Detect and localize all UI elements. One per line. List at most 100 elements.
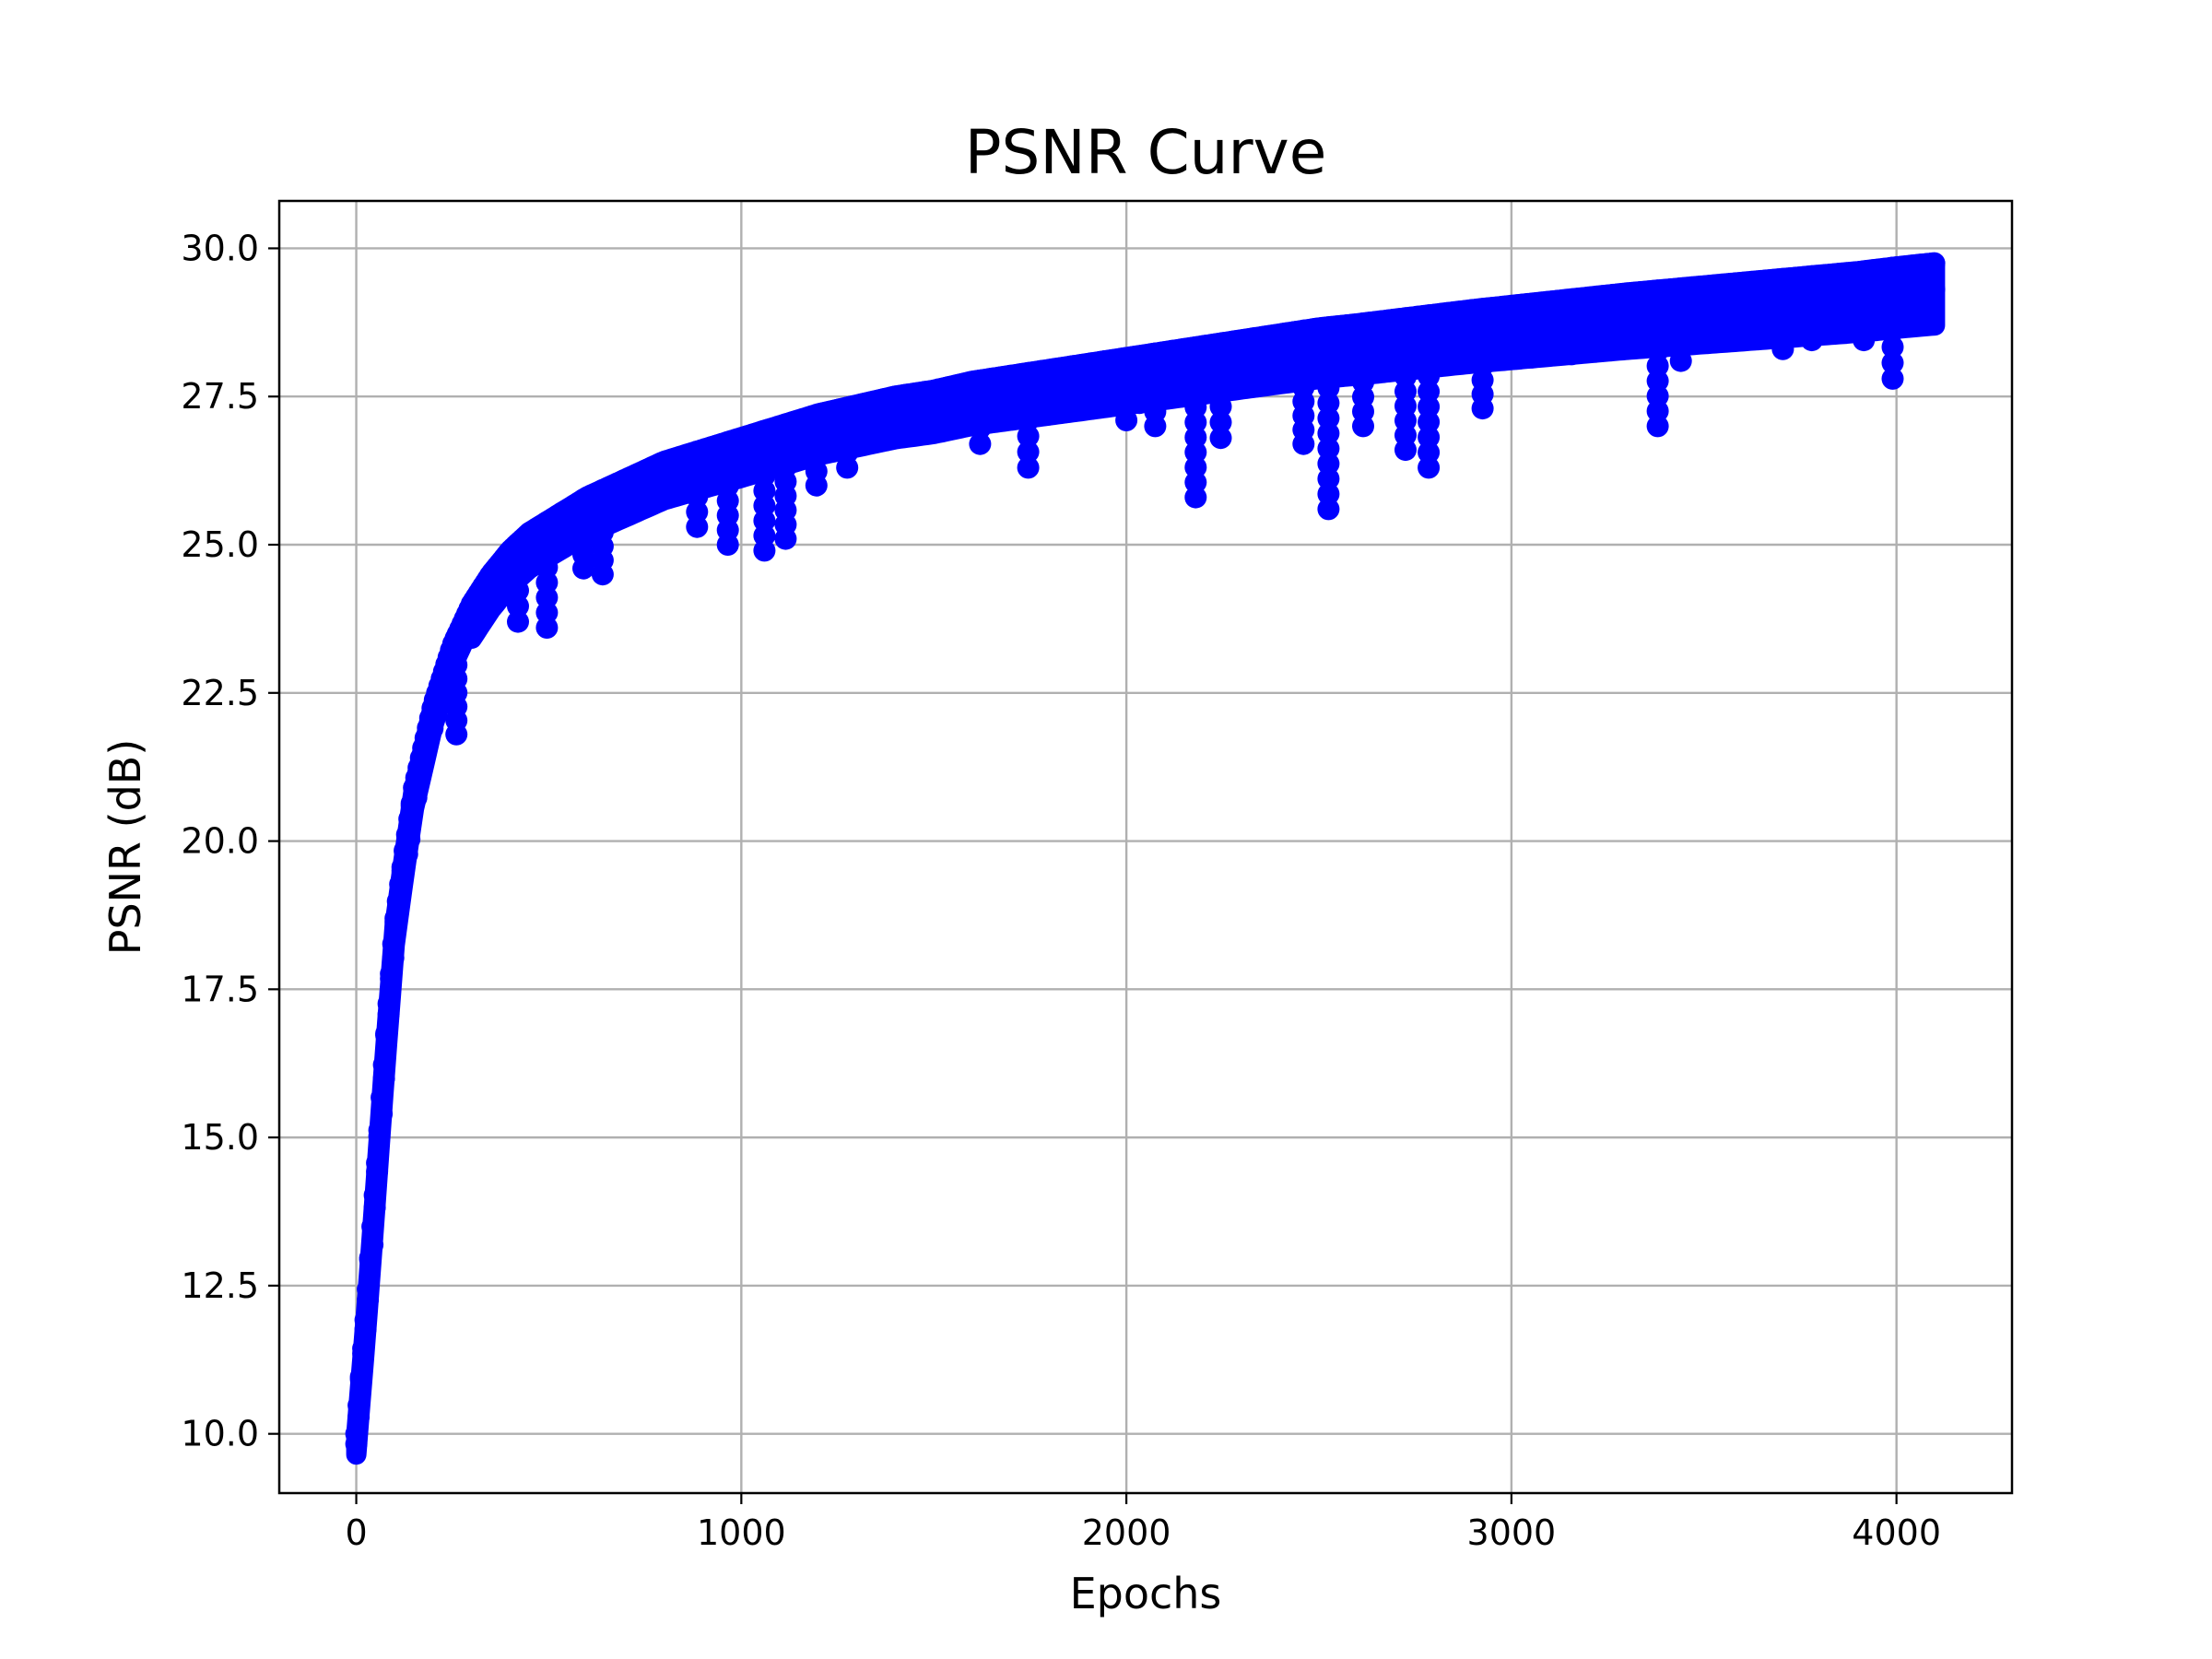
- dip-point: [535, 556, 559, 579]
- dip-point: [1317, 453, 1340, 476]
- dip-point: [1646, 309, 1669, 332]
- x-axis-ticks: 0 1000 2000 3000 4000: [345, 1493, 1941, 1553]
- y-tick-label: 12.5: [181, 1265, 259, 1306]
- dip-point: [1209, 395, 1232, 418]
- dip-point: [1115, 362, 1138, 385]
- dip-point: [1144, 415, 1167, 438]
- data-point: [414, 740, 437, 763]
- dip-point: [1800, 329, 1823, 352]
- dip-point: [1394, 439, 1417, 462]
- dip-point: [1646, 370, 1669, 393]
- y-tick-label: 15.0: [181, 1117, 259, 1158]
- dip-point: [1771, 337, 1794, 360]
- dip-point: [591, 563, 614, 586]
- dip-point: [1471, 397, 1494, 420]
- dip-point: [1881, 304, 1904, 327]
- data-point: [421, 717, 444, 740]
- dip-point: [969, 417, 992, 440]
- dip-point: [753, 539, 776, 562]
- data-point: [375, 1024, 398, 1047]
- data-point: [1560, 343, 1583, 366]
- data-point: [405, 786, 428, 809]
- dip-point: [686, 486, 709, 508]
- dip-point: [1017, 441, 1040, 464]
- dip-point: [507, 532, 529, 555]
- dip-point: [1115, 394, 1138, 417]
- dip-point: [507, 610, 529, 633]
- data-point: [380, 967, 403, 990]
- dip-point: [507, 563, 529, 586]
- data-point: [389, 883, 412, 906]
- dip-point: [507, 594, 529, 618]
- dip-point: [1017, 361, 1040, 384]
- dip-point: [1017, 377, 1040, 400]
- dip-point: [1017, 409, 1040, 432]
- chart-title: PSNR Curve: [965, 117, 1327, 188]
- data-point: [357, 1288, 380, 1312]
- data-point: [484, 592, 506, 615]
- dip-point: [1881, 272, 1904, 295]
- psnr-series-band: [346, 253, 1946, 1465]
- dip-point: [1317, 376, 1340, 399]
- y-tick-label: 22.5: [181, 673, 259, 713]
- psnr-series-line: [352, 259, 1936, 1435]
- dip-point: [1352, 415, 1374, 438]
- dip-point: [686, 441, 709, 463]
- dip-point: [1115, 409, 1138, 431]
- dip-point: [969, 385, 992, 408]
- dip-point: [535, 617, 559, 639]
- dip-point: [836, 456, 859, 479]
- y-tick-label: 30.0: [181, 228, 259, 268]
- dip-point: [1317, 422, 1340, 445]
- dip-point: [1317, 406, 1340, 429]
- dip-point: [1209, 427, 1232, 450]
- y-tick-label: 17.5: [181, 969, 259, 1009]
- dip-point: [1881, 367, 1904, 390]
- dip-point: [1646, 339, 1669, 362]
- dip-point: [1209, 380, 1232, 402]
- data-point: [354, 1318, 377, 1341]
- data-point: [1539, 306, 1562, 329]
- dip-point: [1669, 349, 1692, 372]
- dip-point: [507, 579, 529, 602]
- dip-point: [572, 557, 594, 580]
- data-point: [345, 1432, 368, 1455]
- dip-point: [1881, 320, 1904, 343]
- y-tick-label: 10.0: [181, 1414, 259, 1454]
- dip-point: [1881, 335, 1904, 359]
- y-axis-label: PSNR (dB): [100, 739, 150, 956]
- data-point: [361, 1233, 384, 1256]
- x-tick-label: 2000: [1082, 1512, 1171, 1553]
- dip-point: [1017, 456, 1040, 479]
- dip-point: [1017, 394, 1040, 416]
- y-axis-ticks: 10.0 12.5 15.0 17.5 20.0 22.5 25.0 27.5 30.0: [181, 228, 279, 1454]
- dip-point: [1317, 392, 1340, 415]
- dip-point: [1418, 319, 1441, 342]
- dip-point: [1800, 312, 1823, 335]
- dip-point: [1317, 316, 1340, 339]
- data-point: [371, 1086, 394, 1109]
- dip-point: [1017, 425, 1040, 448]
- dip-point: [1418, 335, 1441, 358]
- dip-point: [1853, 329, 1876, 352]
- data-point: [1165, 372, 1188, 395]
- data-point: [886, 423, 909, 446]
- dip-point: [686, 515, 709, 538]
- data-point: [366, 1160, 389, 1183]
- data-point: [347, 1406, 371, 1429]
- axes-frame: [277, 199, 2014, 1495]
- dip-point: [1317, 331, 1340, 354]
- dip-point: [1209, 411, 1232, 434]
- x-tick-label: 4000: [1852, 1512, 1941, 1553]
- x-tick-label: 0: [345, 1512, 367, 1553]
- y-tick-label: 20.0: [181, 821, 259, 862]
- data-point: [391, 859, 414, 882]
- dip-point: [1292, 432, 1315, 455]
- dip-point: [445, 723, 468, 746]
- dip-point: [535, 586, 559, 609]
- dip-point: [1418, 349, 1441, 372]
- dip-point: [1646, 415, 1669, 438]
- data-point: [368, 1124, 391, 1147]
- x-axis-label: Epochs: [1070, 1569, 1222, 1618]
